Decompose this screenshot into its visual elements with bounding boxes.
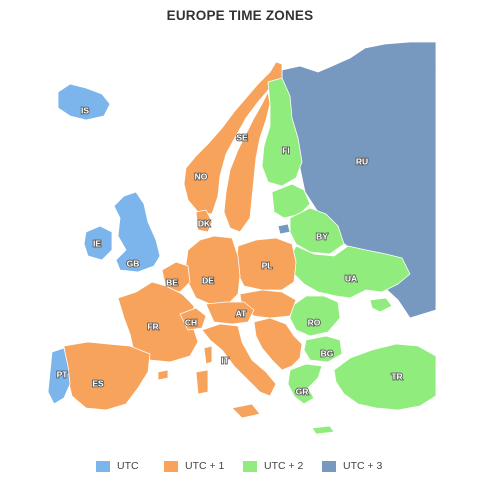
map-title: EUROPE TIME ZONES — [166, 8, 314, 23]
region-belarus[interactable] — [289, 207, 345, 255]
legend-swatch-utc-plus-1 — [164, 460, 178, 472]
country-label-fi: FI — [282, 145, 290, 155]
region-corsica[interactable] — [203, 345, 213, 365]
country-label-se: SE — [236, 132, 248, 142]
legend-label-utc-plus-1: UTC + 1 — [185, 460, 225, 472]
region-sardinia[interactable] — [195, 369, 209, 395]
country-label-gr: GR — [296, 386, 309, 396]
region-france[interactable] — [117, 281, 199, 363]
country-label-it: IT — [221, 355, 229, 365]
region-turkey[interactable] — [333, 343, 437, 411]
country-label-is: IS — [81, 105, 89, 115]
country-label-no: NO — [195, 171, 208, 181]
region-greece[interactable] — [287, 363, 323, 405]
country-label-es: ES — [92, 378, 104, 388]
region-switzerland[interactable] — [179, 307, 207, 331]
region-sicily[interactable] — [231, 403, 261, 419]
legend-label-utc: UTC — [117, 460, 139, 472]
region-denmark[interactable] — [195, 209, 213, 233]
region-austria[interactable] — [205, 301, 255, 325]
country-label-at: AT — [236, 308, 248, 318]
region-ukraine[interactable] — [289, 245, 411, 299]
region-crimea[interactable] — [369, 297, 393, 313]
country-label-gb: GB — [127, 258, 140, 268]
country-label-ru: RU — [356, 156, 368, 166]
region-sweden[interactable] — [223, 91, 271, 233]
region-russia-kaliningrad[interactable] — [277, 223, 291, 235]
legend-swatch-utc-plus-2 — [243, 460, 257, 472]
country-label-ua: UA — [345, 273, 357, 283]
legend-item-utc-plus-3[interactable]: UTC + 3 — [322, 458, 382, 474]
region-iceland[interactable] — [57, 83, 111, 121]
region-great-britain[interactable] — [113, 191, 161, 273]
country-label-dk: DK — [198, 218, 211, 228]
legend-item-utc-plus-1[interactable]: UTC + 1 — [164, 458, 224, 474]
country-label-fr: FR — [147, 321, 158, 331]
country-label-de: DE — [202, 275, 214, 285]
region-finland[interactable] — [261, 77, 303, 187]
country-label-by: BY — [316, 231, 328, 241]
legend-item-utc-plus-2[interactable]: UTC + 2 — [243, 458, 303, 474]
region-ireland[interactable] — [83, 225, 113, 261]
region-balkans[interactable] — [253, 317, 303, 371]
region-baltics[interactable] — [271, 183, 311, 219]
country-label-ie: IE — [93, 238, 101, 248]
legend-label-utc-plus-3: UTC + 3 — [343, 460, 383, 472]
legend-swatch-utc-plus-3 — [322, 460, 336, 472]
region-balearics[interactable] — [157, 369, 169, 381]
region-poland[interactable] — [235, 237, 297, 291]
country-label-ro: RO — [308, 317, 321, 327]
legend-swatch-utc — [96, 460, 110, 472]
country-label-pl: PL — [262, 260, 273, 270]
country-label-pt: PT — [57, 369, 69, 379]
legend-label-utc-plus-2: UTC + 2 — [264, 460, 304, 472]
region-italy[interactable] — [201, 323, 277, 397]
region-spain[interactable] — [63, 341, 151, 411]
legend-item-utc[interactable]: UTC — [96, 458, 139, 474]
region-crete[interactable] — [311, 425, 335, 435]
legend: UTC UTC + 1 UTC + 2 UTC + 3 — [0, 458, 480, 474]
region-romania[interactable] — [289, 295, 341, 337]
region-bulgaria[interactable] — [303, 335, 343, 363]
country-label-tr: TR — [391, 371, 402, 381]
region-portugal[interactable] — [47, 347, 71, 405]
region-germany[interactable] — [185, 235, 241, 305]
country-label-bg: BG — [321, 348, 334, 358]
country-label-be: BE — [166, 277, 178, 287]
country-label-ch: CH — [185, 317, 197, 327]
